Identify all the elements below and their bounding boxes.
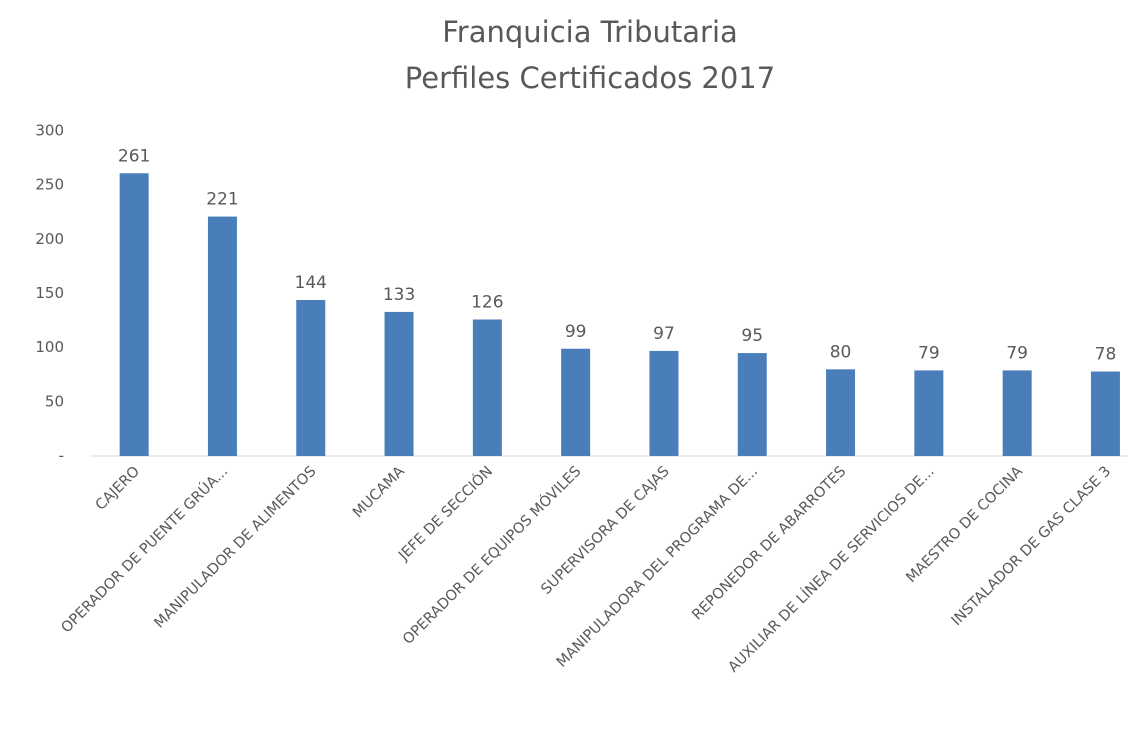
bar xyxy=(1002,370,1032,456)
bar xyxy=(384,311,414,456)
value-label: 78 xyxy=(1095,345,1117,365)
bar xyxy=(561,348,591,456)
value-label: 80 xyxy=(830,342,852,362)
value-label: 221 xyxy=(206,190,238,210)
value-label: 79 xyxy=(1006,343,1028,363)
bar xyxy=(119,173,149,456)
y-tick-label: 50 xyxy=(45,392,64,410)
bar xyxy=(737,353,767,456)
value-label: 144 xyxy=(295,273,327,293)
bar xyxy=(207,216,237,456)
value-label: 126 xyxy=(471,293,503,313)
y-tick-label: 300 xyxy=(35,122,64,140)
bar xyxy=(826,369,856,456)
value-label: 97 xyxy=(653,324,675,344)
y-tick-label: 150 xyxy=(35,284,64,302)
value-label: 79 xyxy=(918,343,940,363)
x-tick-label: OPERADOR DE EQUIPOS MÓVILES xyxy=(399,462,585,648)
value-label: 99 xyxy=(565,322,587,342)
x-tick-label: JEFE DE SECCIÓN xyxy=(394,462,496,564)
y-tick-label: 100 xyxy=(35,338,64,356)
bar xyxy=(914,370,944,456)
y-tick-label: 250 xyxy=(35,176,64,194)
x-tick-label: OPERADOR DE PUENTE GRÚA... xyxy=(57,462,231,636)
x-tick-label: MANIPULADOR DE ALIMENTOS xyxy=(151,464,319,632)
value-label: 133 xyxy=(383,285,415,305)
bar xyxy=(1090,371,1120,456)
x-tick-label: MUCAMA xyxy=(350,463,408,521)
chart-title: Perfiles Certificados 2017 xyxy=(405,61,775,95)
value-label: 95 xyxy=(741,326,763,346)
x-tick-label: CAJERO xyxy=(93,464,143,514)
bar xyxy=(649,350,679,456)
value-label: 261 xyxy=(118,146,150,166)
bar xyxy=(472,319,502,456)
bar xyxy=(296,300,326,456)
y-tick-label: 200 xyxy=(35,230,64,248)
chart-title: Franquicia Tributaria xyxy=(442,15,738,49)
x-tick-label: REPONEDOR DE ABARROTES xyxy=(689,464,849,624)
x-tick-label: INSTALADOR DE GAS CLASE 3 xyxy=(949,464,1115,630)
x-tick-label: MANIPULADORA DEL PROGRAMA DE... xyxy=(554,464,761,671)
y-tick-label: - xyxy=(59,447,64,465)
x-tick-label: AUXILIAR DE LÍNEA DE SERVICIOS DE... xyxy=(725,463,938,676)
